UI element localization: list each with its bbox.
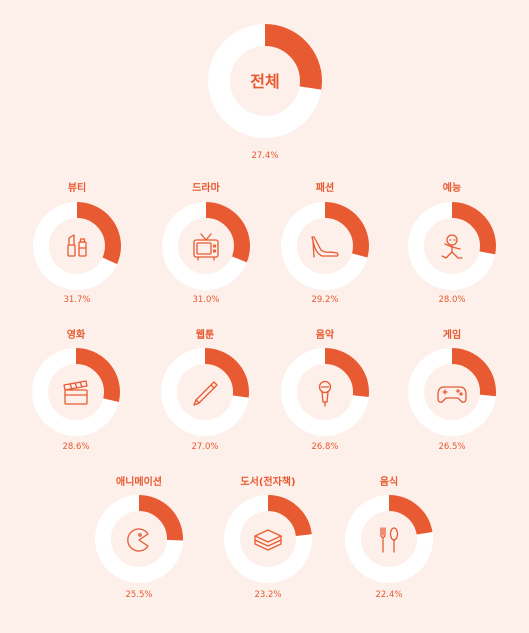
- pacman-icon: [127, 528, 149, 552]
- category-label: 드라마: [192, 181, 220, 194]
- donut-value-arc: [408, 348, 496, 436]
- donut-value-arc: [224, 495, 312, 583]
- lipstick-icon: [67, 234, 87, 257]
- dancer-icon: [441, 234, 463, 259]
- donut-value-arc: [32, 348, 120, 436]
- donut-10: 도서(전자책) 23.2%: [224, 475, 312, 600]
- category-label: 음악: [316, 329, 335, 341]
- clapperboard-icon: [63, 380, 88, 405]
- tv-icon: [193, 233, 219, 261]
- percentage-label: 27.0%: [191, 442, 218, 452]
- donut-value-arc: [281, 202, 369, 290]
- percentage-label: 26.8%: [311, 442, 338, 452]
- donut-0: 전체 27.4%: [208, 24, 322, 161]
- percentage-label: 26.5%: [438, 442, 465, 452]
- donut-value-arc: [95, 495, 183, 583]
- donut-value-arc: [162, 202, 250, 290]
- category-label: 애니메이션: [116, 475, 162, 488]
- percentage-label: 27.4%: [251, 151, 278, 161]
- donut-2: 드라마 31.0%: [162, 181, 250, 305]
- donut-8: 게임 26.5%: [408, 328, 496, 452]
- donut-value-arc: [161, 348, 249, 436]
- category-label: 음식: [380, 475, 398, 488]
- donut-value-arc: [208, 24, 322, 138]
- fork-spoon-icon: [380, 527, 399, 553]
- category-label: 영화: [67, 328, 86, 341]
- donut-6: 웹툰 27.0%: [161, 328, 249, 452]
- category-label: 패션: [316, 181, 334, 194]
- category-label: 뷰티: [68, 181, 86, 194]
- percentage-label: 23.2%: [254, 590, 281, 600]
- percentage-label: 28.6%: [62, 442, 89, 452]
- percentage-label: 25.5%: [125, 590, 152, 600]
- donut-11: 음식 22.4%: [345, 475, 433, 600]
- category-label: 도서(전자책): [240, 475, 295, 488]
- percentage-label: 31.7%: [63, 295, 90, 305]
- category-label: 예능: [443, 181, 461, 194]
- book-stack-icon: [254, 529, 282, 551]
- gamepad-icon: [437, 386, 467, 403]
- category-label: 게임: [443, 328, 461, 341]
- high-heel-icon: [311, 236, 339, 258]
- percentage-label: 29.2%: [311, 295, 338, 305]
- donut-value-arc: [408, 202, 496, 290]
- donut-value-arc: [345, 495, 433, 583]
- category-label: 전체: [250, 72, 279, 91]
- donut-9: 애니메이션 25.5%: [95, 475, 183, 600]
- percentage-label: 28.0%: [438, 295, 465, 305]
- donut-4: 예능 28.0%: [408, 181, 496, 305]
- donut-7: 음악 26.8%: [281, 329, 369, 452]
- percentage-label: 31.0%: [192, 295, 219, 305]
- category-label: 웹툰: [196, 328, 214, 341]
- donut-3: 패션 29.2%: [281, 181, 369, 305]
- percentage-label: 22.4%: [375, 590, 402, 600]
- donut-5: 영화 28.6%: [32, 328, 120, 452]
- microphone-icon: [318, 380, 332, 407]
- donut-value-arc: [33, 202, 121, 290]
- donut-value-arc: [281, 348, 369, 436]
- pen-icon: [193, 381, 218, 406]
- donut-1: 뷰티 31.7%: [33, 181, 121, 305]
